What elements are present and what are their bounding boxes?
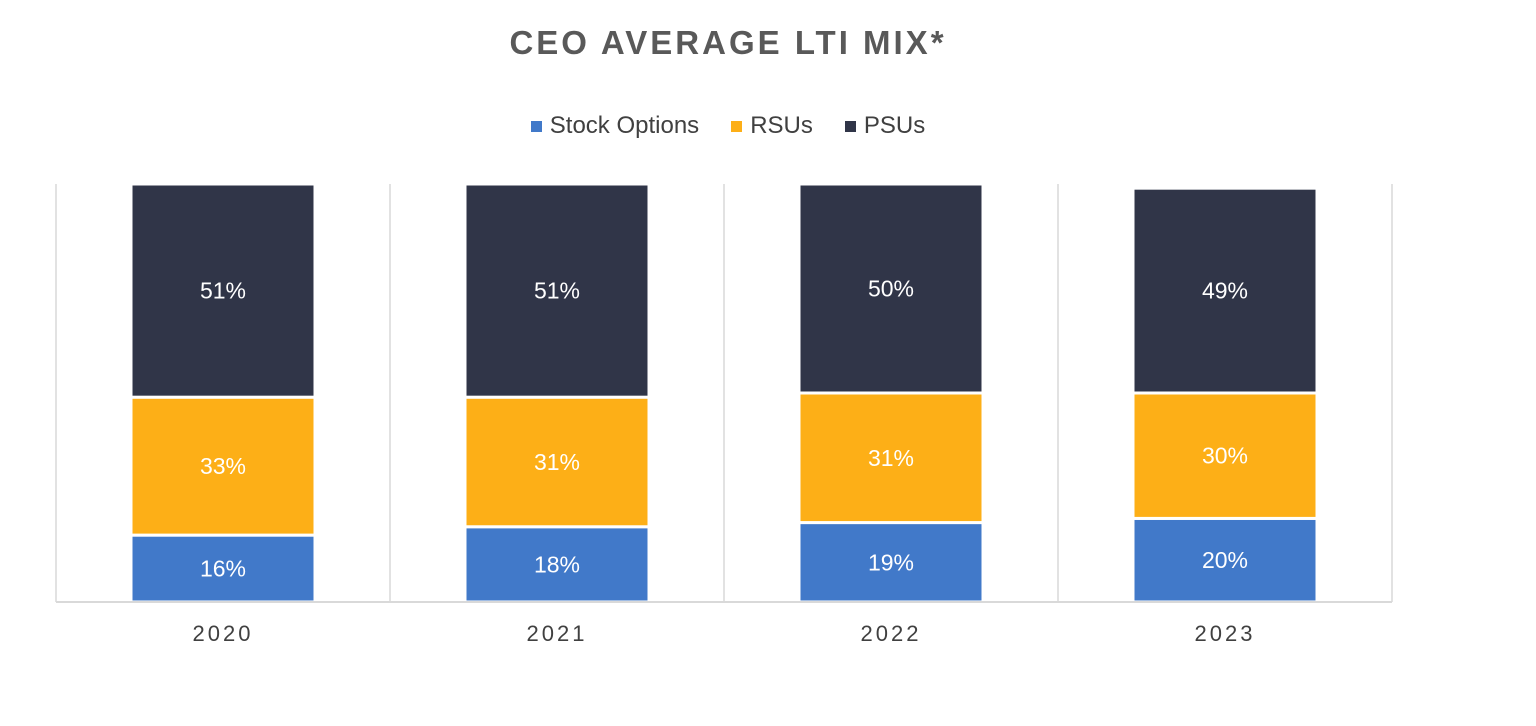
data-label-psus-2022: 50% [868, 276, 914, 302]
data-label-psus-2023: 49% [1202, 278, 1248, 304]
legend-swatch-psus [844, 120, 856, 132]
bar-segment-psus-2021 [463, 182, 651, 399]
bar-segment-rsus-2023 [1131, 391, 1319, 520]
bar-segment-psus-2023 [1131, 186, 1319, 395]
legend-swatch-rsus [731, 120, 743, 132]
bar-segment-stock-options-2023 [1131, 516, 1319, 604]
legend-item-rsus: RSUs [731, 112, 813, 140]
data-label-rsus-2023: 30% [1202, 443, 1248, 469]
x-tick-label-2021: 2021 [527, 621, 588, 646]
data-label-psus-2021: 51% [534, 278, 580, 304]
bar-segment-psus-2022 [797, 182, 985, 395]
data-label-rsus-2021: 31% [534, 449, 580, 475]
bar-segment-rsus-2021 [463, 395, 651, 529]
data-label-stock-options-2021: 18% [534, 551, 580, 577]
legend-item-stock-options: Stock Options [530, 112, 700, 140]
legend-swatch-stock-options [530, 120, 542, 132]
x-tick-label-2020: 2020 [193, 621, 254, 646]
bar-segment-psus-2020 [129, 182, 317, 399]
legend-label-psus: PSUs [863, 112, 926, 139]
data-label-rsus-2022: 31% [868, 445, 914, 471]
x-tick-label-2023: 2023 [1195, 621, 1256, 646]
data-label-psus-2020: 51% [200, 278, 246, 304]
legend-label-stock-options: Stock Options [549, 112, 700, 139]
data-label-stock-options-2020: 16% [200, 556, 246, 582]
legend: Stock Options RSUs PSUs [0, 112, 1456, 140]
legend-label-rsus: RSUs [750, 112, 813, 139]
data-label-rsus-2020: 33% [200, 453, 246, 479]
x-tick-label-2022: 2022 [861, 621, 922, 646]
data-label-stock-options-2023: 20% [1202, 547, 1248, 573]
chart-title: CEO AVERAGE LTI MIX* [509, 24, 947, 61]
data-label-stock-options-2022: 19% [868, 549, 914, 575]
bar-segment-stock-options-2022 [797, 521, 985, 604]
legend-item-psus: PSUs [844, 112, 926, 140]
